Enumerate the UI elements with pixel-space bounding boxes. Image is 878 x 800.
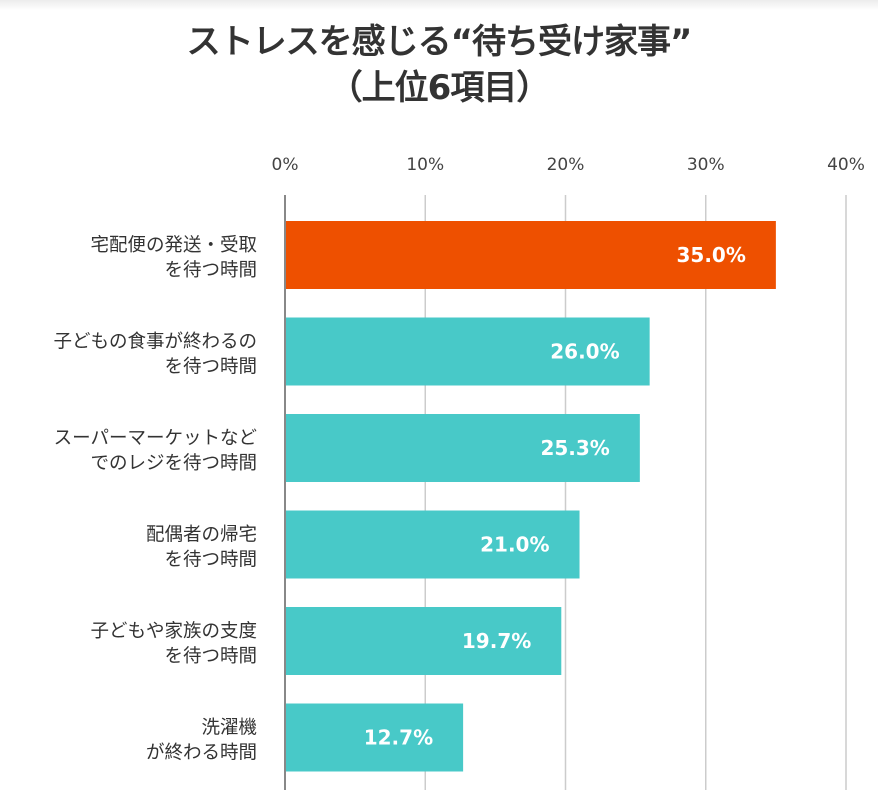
category-label: を待つ時間 — [164, 357, 257, 378]
category-label: が終わる時間 — [146, 743, 257, 764]
category-label: を待つ時間 — [164, 260, 257, 281]
bar — [285, 317, 650, 386]
top-shade — [0, 0, 878, 10]
category-label: 洗濯機 — [201, 718, 257, 739]
bar — [285, 703, 464, 772]
tick-label: 40% — [827, 155, 865, 175]
chart-title-line-1: ストレスを感じる“待ち受け家事” — [186, 22, 693, 62]
category-label: を待つ時間 — [164, 646, 257, 667]
tick-label: 20% — [547, 155, 585, 175]
data-label: 25.3% — [540, 436, 609, 460]
category-label: 子どもや家族の支度 — [90, 621, 257, 642]
data-label: 35.0% — [676, 243, 745, 267]
data-label: 12.7% — [364, 726, 433, 750]
category-label: 子どもの食事が終わるの — [53, 332, 257, 353]
category-label: 宅配便の発送・受取 — [90, 235, 257, 256]
chart-title-line-2: （上位6項目） — [328, 68, 551, 108]
category-label: 配偶者の帰宅 — [146, 525, 257, 546]
bar — [285, 221, 776, 289]
tick-label: 30% — [687, 155, 725, 175]
category-label: スーパーマーケットなど — [54, 428, 257, 449]
bar — [285, 414, 640, 482]
tick-label: 0% — [272, 155, 299, 175]
tick-label: 10% — [406, 155, 444, 175]
data-label: 19.7% — [462, 629, 531, 653]
bar — [285, 607, 562, 675]
data-label: 26.0% — [550, 340, 619, 364]
category-label: でのレジを待つ時間 — [90, 453, 257, 474]
bar — [285, 510, 580, 579]
data-label: 21.0% — [480, 533, 549, 557]
category-label: を待つ時間 — [164, 550, 257, 571]
